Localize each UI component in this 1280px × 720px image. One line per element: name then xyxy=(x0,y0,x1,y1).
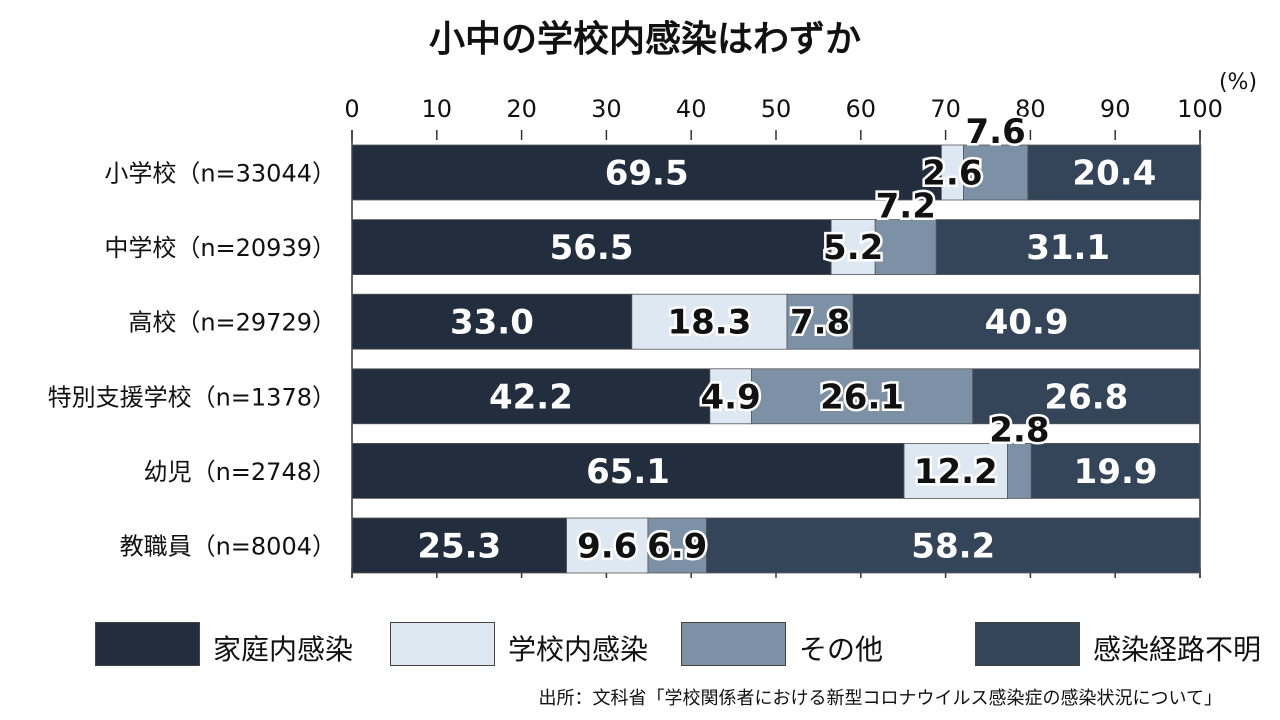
data-label: 9.6 xyxy=(577,527,637,567)
data-label: 31.1 xyxy=(1026,228,1110,268)
data-labels-layer: 69.5 2.67.6 20.4 56.5 5.27.2 31.1 33.0 18.3 7.8 4… xyxy=(417,110,1158,570)
bar-segment xyxy=(935,219,1201,276)
bar-segment xyxy=(1027,144,1202,201)
data-label: 25.3 xyxy=(417,527,501,567)
x-tick-label: 80 xyxy=(1015,95,1046,123)
x-tick-label: 20 xyxy=(506,95,537,123)
data-label: 65.1 xyxy=(586,452,670,492)
data-label: 26.1 xyxy=(820,377,904,417)
x-tick-label: 40 xyxy=(676,95,707,123)
legend-label: 家庭内感染 xyxy=(213,633,354,666)
legend-swatch xyxy=(975,622,1080,666)
x-tick-label: 30 xyxy=(591,95,622,123)
data-label: 2.6 xyxy=(922,154,982,194)
axis-layer: 0 10 20 30 40 50 60 70 80 90 100(%) 小学校（n=33044） 中学校… xyxy=(48,70,1257,578)
bar-segment xyxy=(351,144,942,201)
bar-segment xyxy=(751,368,974,425)
x-tick-label: 90 xyxy=(1100,95,1131,123)
legend-label: その他 xyxy=(799,633,884,666)
x-tick-label: 70 xyxy=(930,95,961,123)
bar-segment xyxy=(786,293,854,350)
legend-label: 学校内感染 xyxy=(508,633,649,666)
data-label: 19.9 xyxy=(1074,452,1158,492)
data-label: 6.9 xyxy=(647,527,707,567)
category-label: 幼児（n=2748） xyxy=(144,458,336,486)
data-label: 20.4 xyxy=(1072,154,1156,194)
bar-segment xyxy=(647,517,707,574)
legend-swatch xyxy=(95,622,200,666)
legend-swatch xyxy=(390,622,495,666)
x-tick-label: 60 xyxy=(846,95,877,123)
category-label: 小学校（n=33044） xyxy=(104,160,336,188)
bar-segment xyxy=(852,293,1201,350)
data-label: 7.6 xyxy=(966,112,1026,152)
data-label: 56.5 xyxy=(550,228,634,268)
data-label: 2.8 xyxy=(989,410,1049,450)
bar-segment xyxy=(1030,442,1201,499)
data-label: 58.2 xyxy=(911,527,995,567)
category-label: 特別支援学校（n=1378） xyxy=(48,383,336,411)
data-label: 5.2 xyxy=(823,228,883,268)
bar-segment xyxy=(351,368,711,425)
data-label: 7.8 xyxy=(790,303,850,343)
bar-segment xyxy=(351,293,633,350)
bar-segment xyxy=(631,293,788,350)
category-label: 高校（n=29729） xyxy=(128,309,336,337)
data-label: 69.5 xyxy=(605,154,689,194)
bar-segment xyxy=(972,368,1201,425)
bar-segment xyxy=(566,517,649,574)
category-label: 中学校（n=20939） xyxy=(104,234,336,262)
legend-label: 感染経路不明 xyxy=(1093,633,1262,666)
data-label: 33.0 xyxy=(450,303,534,343)
data-label: 42.2 xyxy=(489,377,573,417)
bar-segment xyxy=(706,517,1201,574)
bar-segment xyxy=(351,442,905,499)
unit-label: (%) xyxy=(1219,70,1257,95)
bar-segment xyxy=(830,219,876,276)
bar-segment xyxy=(963,144,1029,201)
category-label: 教職員（n=8004） xyxy=(120,533,336,561)
data-label: 7.2 xyxy=(876,187,936,227)
data-label: 26.8 xyxy=(1044,377,1128,417)
data-label: 40.9 xyxy=(985,303,1069,343)
x-tick-label: 10 xyxy=(422,95,453,123)
x-tick-label: 50 xyxy=(761,95,792,123)
x-tick-label: 0 xyxy=(344,95,359,123)
source-note: 出所：文科省「学校関係者における新型コロナウイルス感染症の感染状況について」 xyxy=(538,688,1222,709)
chart-title: 小中の学校内感染はわずか xyxy=(428,19,861,60)
x-tick-label: 100 xyxy=(1177,95,1223,123)
legend-swatch xyxy=(681,622,786,666)
bar-segment xyxy=(351,517,567,574)
bar-segment xyxy=(1007,442,1032,499)
data-label: 18.3 xyxy=(667,303,751,343)
bars-layer xyxy=(351,144,1202,574)
bar-segment xyxy=(903,442,1008,499)
data-label: 4.9 xyxy=(701,377,761,417)
bar-segment xyxy=(351,219,832,276)
bar-segment xyxy=(874,219,937,276)
data-label: 12.2 xyxy=(914,452,998,492)
